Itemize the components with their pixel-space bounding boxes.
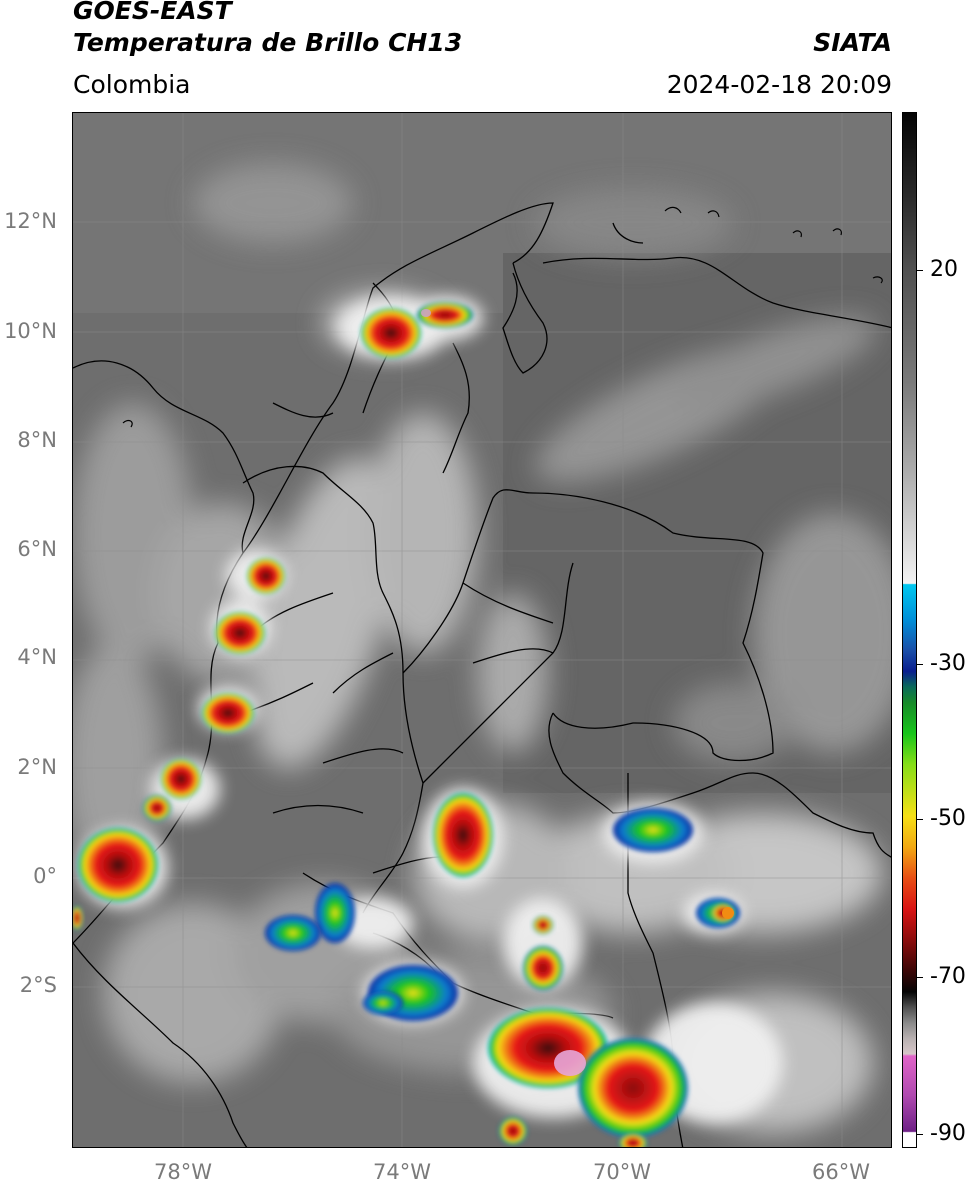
- colorbar-label-20: 20: [930, 257, 958, 282]
- satellite-title: GOES-EAST: [73, 0, 232, 25]
- storm-cells: [73, 302, 740, 1147]
- datetime-label: 2024-02-18 20:09: [666, 70, 892, 99]
- gridlines: [73, 113, 891, 1147]
- colorbar-label-minus90: -90: [930, 1121, 966, 1146]
- storm-cell-cauca-b: [265, 915, 321, 951]
- storm-cell-caqueta-b: [533, 916, 553, 934]
- cloud-textures: [73, 163, 891, 1133]
- colorbar-label-minus30: -30: [930, 651, 966, 676]
- storm-cell-sierra-nevada: [361, 308, 421, 358]
- storm-cell-choco-north: [247, 558, 285, 594]
- lon-label-70w: 70°W: [593, 1160, 651, 1184]
- storm-cell-far-east: [722, 907, 734, 919]
- storm-cell-guajira-east: [417, 302, 473, 328]
- islands: [122, 206, 883, 428]
- lat-label-6n: 6°N: [17, 537, 57, 561]
- storm-cell-pacific-buenaventura: [202, 693, 254, 733]
- product-title: Temperatura de Brillo CH13: [73, 28, 463, 57]
- storm-cell-ecuador-coast: [78, 828, 158, 902]
- map-svg: [73, 113, 891, 1147]
- lon-label-74w: 74°W: [373, 1160, 431, 1184]
- lat-label-8n: 8°N: [17, 428, 57, 452]
- storm-cell-choco-central: [215, 612, 265, 654]
- temperature-colorbar: [902, 112, 917, 1148]
- storm-cell-narino-coast: [161, 759, 201, 799]
- storm-cell-southeast: [619, 1133, 647, 1147]
- storm-cell-south-green: [363, 991, 403, 1015]
- storm-cell-meta-south: [433, 793, 493, 877]
- colorbar-tick-minus50: [917, 819, 923, 820]
- agency-label: SIATA: [813, 28, 892, 57]
- storm-cell-west-edge: [73, 906, 83, 930]
- lat-label-2s: 2°S: [19, 973, 57, 997]
- lon-label-66w: 66°W: [812, 1160, 870, 1184]
- lat-label-10n: 10°N: [4, 319, 57, 343]
- region-label: Colombia: [73, 70, 191, 99]
- storm-cell-guainia: [613, 808, 693, 852]
- colorbar-label-minus50: -50: [930, 806, 966, 831]
- satellite-map[interactable]: [72, 112, 892, 1148]
- lat-label-4n: 4°N: [17, 645, 57, 669]
- storm-cell-southwest: [499, 1117, 527, 1145]
- colorbar-label-minus70: -70: [930, 964, 966, 989]
- lon-label-78w: 78°W: [154, 1160, 212, 1184]
- storm-cell-caqueta: [523, 946, 563, 990]
- colorbar-tick-minus30: [917, 664, 923, 665]
- lat-label-0: 0°: [33, 864, 57, 888]
- colorbar-tick-20: [917, 270, 923, 271]
- colorbar-tick-minus70: [917, 977, 923, 978]
- storm-cell-cauca: [315, 883, 355, 943]
- storm-cell-amazonas-east: [578, 1038, 688, 1138]
- lat-label-2n: 2°N: [17, 755, 57, 779]
- storm-cell-pink-core: [554, 1050, 586, 1076]
- storm-cell-pink-core-b: [421, 309, 431, 317]
- colorbar-tick-minus90: [917, 1134, 923, 1135]
- storm-cell-narino-coast-b: [143, 795, 171, 821]
- lat-label-12n: 12°N: [4, 209, 57, 233]
